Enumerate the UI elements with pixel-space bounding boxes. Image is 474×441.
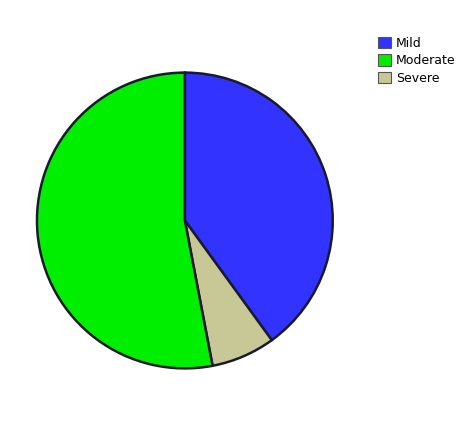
Legend: Mild, Moderate, Severe: Mild, Moderate, Severe (376, 34, 458, 87)
Wedge shape (37, 73, 212, 368)
Wedge shape (185, 220, 272, 366)
Wedge shape (185, 73, 333, 340)
